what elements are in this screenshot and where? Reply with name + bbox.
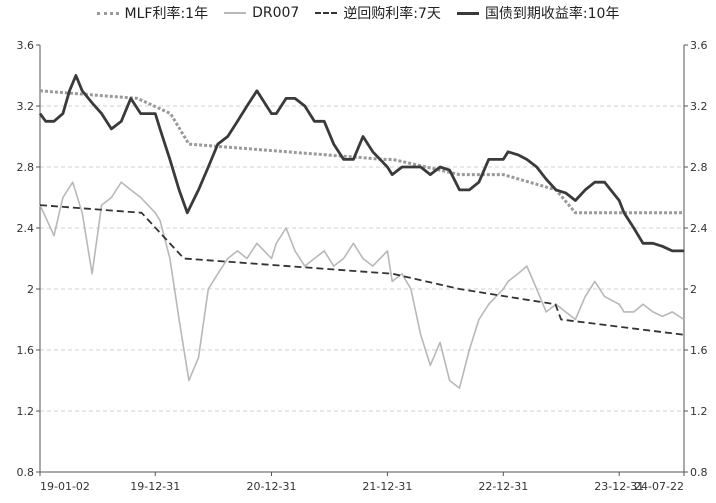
x-tick-label: 19-01-02 — [40, 480, 90, 493]
x-tick-label: 22-12-31 — [478, 480, 528, 493]
y-tick-label-left: 2.4 — [17, 222, 35, 235]
y-tick-label-right: 3.6 — [690, 39, 708, 52]
y-tick-label-left: 2.8 — [17, 161, 35, 174]
series-line-2 — [40, 182, 684, 388]
y-tick-label-left: 0.8 — [17, 466, 35, 479]
y-tick-label-right: 2 — [690, 283, 697, 296]
x-tick-label: 24-07-22 — [634, 480, 684, 493]
x-tick-label: 19-12-31 — [130, 480, 180, 493]
y-tick-label-left: 3.2 — [17, 100, 35, 113]
x-tick-label: 20-12-31 — [247, 480, 297, 493]
y-tick-label-right: 1.2 — [690, 405, 708, 418]
y-tick-label-right: 2.8 — [690, 161, 708, 174]
series-line-3 — [40, 205, 684, 335]
x-tick-label: 21-12-31 — [362, 480, 412, 493]
y-tick-label-left: 3.6 — [17, 39, 35, 52]
y-tick-label-right: 2.4 — [690, 222, 708, 235]
series-line-4 — [40, 76, 684, 251]
y-tick-label-right: 3.2 — [690, 100, 708, 113]
y-tick-label-left: 1.6 — [17, 344, 35, 357]
y-tick-label-right: 0.8 — [690, 466, 708, 479]
y-tick-label-right: 1.6 — [690, 344, 708, 357]
y-tick-label-left: 1.2 — [17, 405, 35, 418]
y-tick-label-left: 2 — [27, 283, 34, 296]
